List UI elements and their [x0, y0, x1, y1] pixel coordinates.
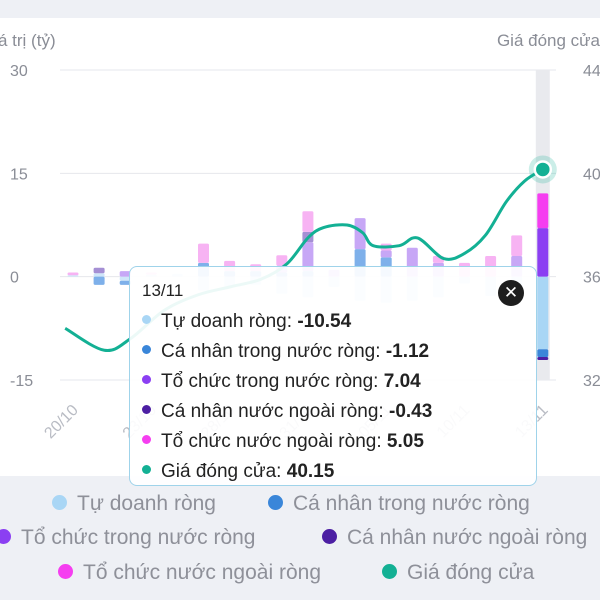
- legend-dot-icon: [58, 563, 73, 579]
- legend-dot-icon: [268, 494, 283, 510]
- bar-segment: [198, 243, 209, 263]
- bar-segment: [119, 276, 131, 281]
- legend-item[interactable]: Tổ chức trong nước ròng: [0, 526, 256, 550]
- legend-item[interactable]: Tự doanh ròng: [52, 492, 216, 516]
- bar-segment: [93, 273, 105, 277]
- legend-label: Tổ chức trong nước ròng: [21, 526, 256, 549]
- tooltip-value: 5.05: [386, 431, 424, 452]
- close-icon[interactable]: ✕: [498, 280, 524, 306]
- legend-item[interactable]: Tổ chức nước ngoài ròng: [58, 561, 321, 585]
- tooltip-row: Cá nhân nước ngoài ròng: -0.43: [142, 397, 536, 427]
- legend-label: Cá nhân trong nước ròng: [293, 492, 530, 515]
- bar-segment: [537, 193, 549, 229]
- y-left-tick-label: -15: [10, 373, 33, 390]
- series-dot-icon: [142, 375, 151, 385]
- bar-segment: [354, 218, 366, 250]
- series-dot-icon: [142, 405, 151, 415]
- legend: Tự doanh ròng Cá nhân trong nước ròng Tổ c…: [0, 476, 600, 600]
- bar-segment: [511, 235, 523, 256]
- tooltip-value: -10.54: [297, 311, 352, 332]
- tooltip-row: Tổ chức trong nước ròng: 7.04: [142, 367, 536, 397]
- price-point: [533, 160, 553, 179]
- bar-segment: [302, 242, 314, 272]
- chart-card: á trị (tỷ) Giá đóng cửa 30 15 0 -15 44 40 36 3…: [0, 18, 600, 486]
- legend-dot-icon: [0, 528, 11, 544]
- tooltip-row: Giá đóng cửa: 40.15: [142, 457, 536, 487]
- y-right-tick-label: 40: [583, 166, 600, 183]
- y-axis-right-title: Giá đóng cửa: [497, 31, 600, 50]
- bar-segment: [380, 250, 392, 258]
- legend-label: Tự doanh ròng: [77, 492, 216, 515]
- tooltip-label: Giá đóng cửa:: [161, 461, 287, 482]
- legend-dot-icon: [382, 563, 397, 579]
- bar-segment: [119, 280, 131, 285]
- tooltip-label: Cá nhân nước ngoài ròng:: [161, 401, 389, 422]
- tooltip-row: Tự doanh ròng: -10.54: [142, 307, 536, 337]
- bar-segment: [93, 276, 105, 285]
- legend-label: Giá đóng cửa: [407, 561, 535, 584]
- bar-segment: [93, 267, 105, 274]
- bar-segment: [537, 356, 549, 360]
- y-left-tick-label: 30: [10, 63, 28, 80]
- y-right-tick-label: 32: [583, 373, 600, 390]
- tooltip-label: Tự doanh ròng:: [161, 311, 298, 332]
- legend-item[interactable]: Cá nhân nước ngoài ròng: [322, 526, 587, 550]
- series-dot-icon: [142, 345, 151, 355]
- tooltip-label: Cá nhân trong nước ròng:: [161, 341, 386, 362]
- x-tick-label: 20/10: [41, 402, 81, 442]
- y-axis-right: 44 40 36 32: [583, 63, 600, 390]
- legend-item[interactable]: Giá đóng cửa: [382, 561, 534, 585]
- legend-dot-icon: [52, 494, 67, 510]
- y-left-tick-label: 15: [10, 166, 28, 183]
- tooltip-row: Cá nhân trong nước ròng: -1.12: [142, 337, 536, 367]
- y-right-tick-label: 36: [583, 270, 600, 287]
- y-axis-left-title: á trị (tỷ): [0, 31, 56, 50]
- tooltip-value: 7.04: [383, 371, 421, 392]
- tooltip-value: -1.12: [385, 341, 430, 362]
- bar-segment: [537, 276, 549, 350]
- tooltip-label: Tổ chức trong nước ròng:: [161, 371, 384, 392]
- bar-segment: [276, 255, 288, 266]
- bar-segment: [302, 211, 314, 232]
- legend-dot-icon: [322, 528, 337, 544]
- tooltip-value: -0.43: [389, 401, 433, 422]
- tooltip: 13/11 ✕ Tự doanh ròng: -10.54 Cá nhân tro…: [129, 266, 537, 486]
- bar-segment: [67, 272, 79, 276]
- bar-segment: [67, 275, 79, 277]
- tooltip-value: 40.15: [286, 461, 335, 482]
- y-left-tick-label: 0: [10, 270, 19, 287]
- y-axis-left: 30 15 0 -15: [10, 63, 33, 390]
- bar-segment: [537, 349, 549, 357]
- y-right-tick-label: 44: [583, 63, 600, 80]
- legend-label: Cá nhân nước ngoài ròng: [347, 526, 588, 549]
- tooltip-date: 13/11: [142, 281, 184, 300]
- series-dot-icon: [142, 435, 151, 445]
- legend-label: Tổ chức nước ngoài ròng: [83, 561, 322, 584]
- bar-segment: [537, 228, 549, 277]
- tooltip-row: Tổ chức nước ngoài ròng: 5.05: [142, 427, 536, 457]
- bar-segment: [119, 271, 131, 277]
- legend-item[interactable]: Cá nhân trong nước ròng: [268, 492, 530, 516]
- series-dot-icon: [142, 315, 151, 325]
- tooltip-label: Tổ chức nước ngoài ròng:: [161, 431, 387, 452]
- series-dot-icon: [142, 465, 151, 475]
